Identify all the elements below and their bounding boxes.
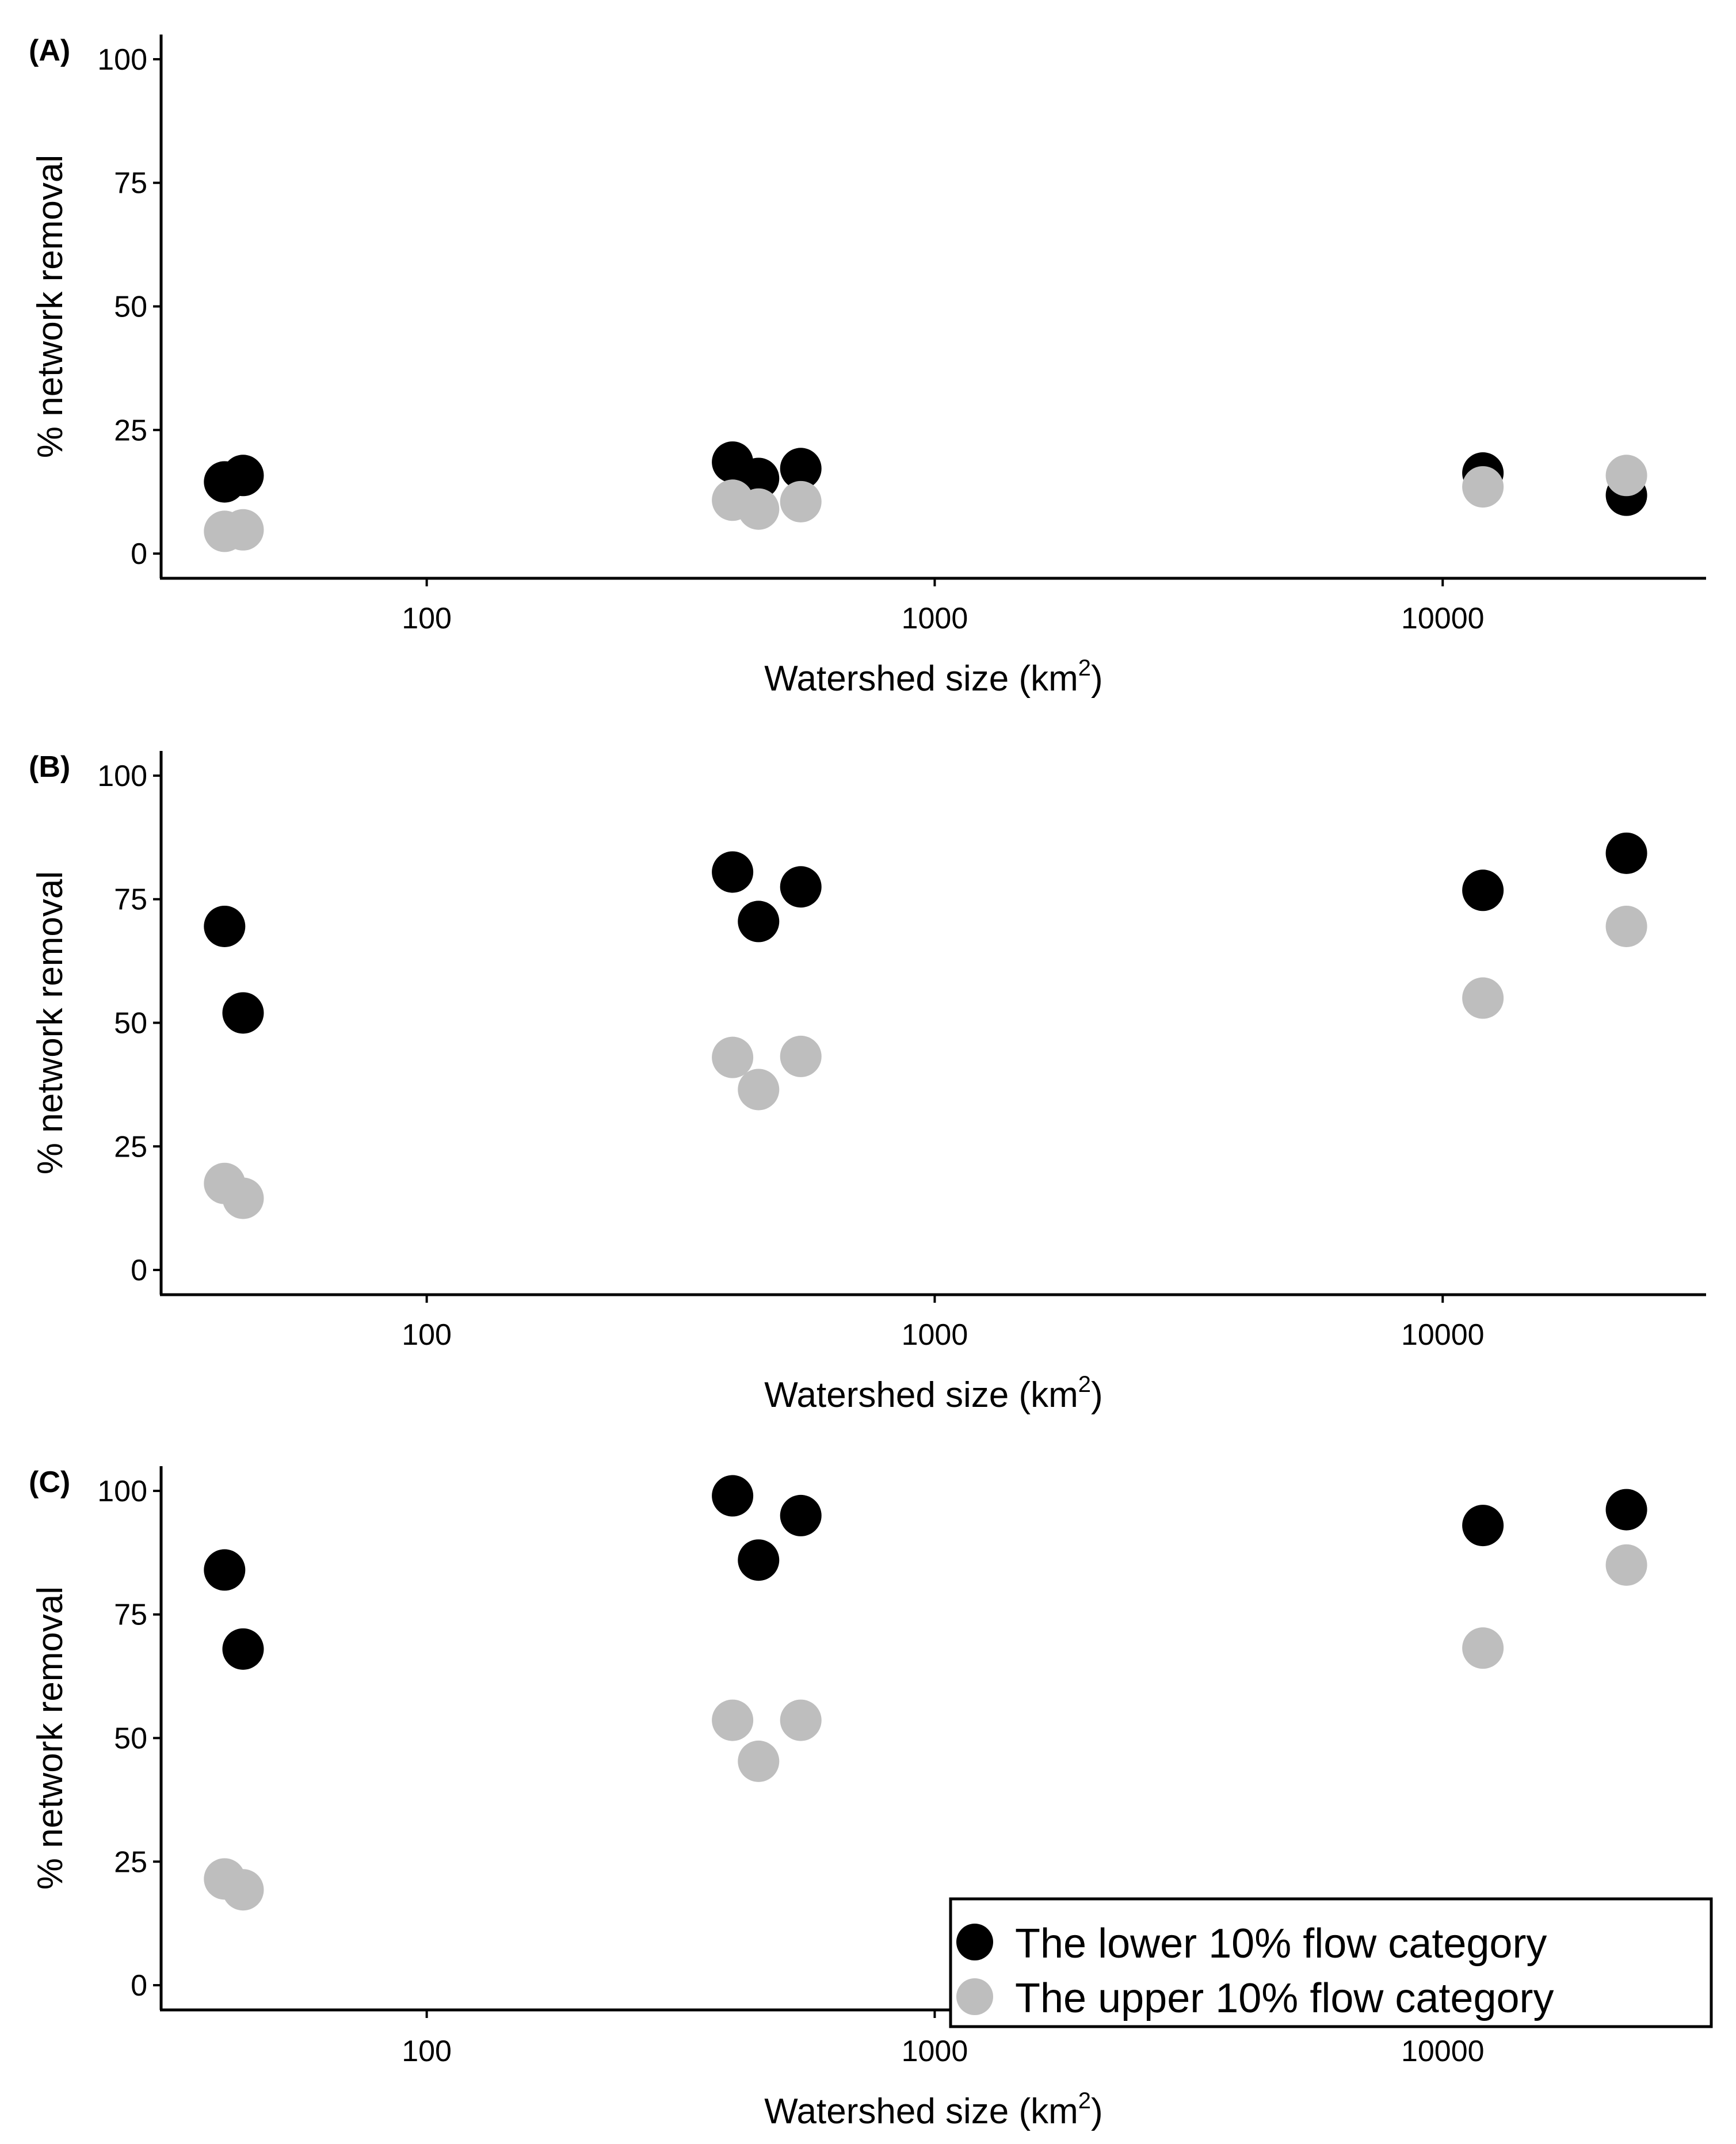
data-point-lower xyxy=(1605,1489,1647,1531)
x-axis-title: Watershed size (km2) xyxy=(764,2088,1102,2131)
y-tick-label: 75 xyxy=(114,1599,147,1632)
data-point-upper xyxy=(712,1036,754,1078)
x-tick-label: 100 xyxy=(402,2035,452,2068)
x-axis-title-superscript: 2 xyxy=(1078,1372,1091,1397)
panel-label: (C) xyxy=(29,1466,70,1499)
y-axis-title: % network removal xyxy=(30,1586,70,1890)
y-tick-label: 75 xyxy=(114,883,147,917)
data-point-lower xyxy=(712,851,754,893)
x-axis-title-close: ) xyxy=(1091,1375,1103,1415)
data-point-upper xyxy=(738,1069,780,1111)
legend: The lower 10% flow category The upper 10%… xyxy=(949,1897,1713,2028)
legend-label-upper: The upper 10% flow category xyxy=(1015,1975,1554,2021)
legend-box xyxy=(949,1897,1713,2028)
legend-marker-upper xyxy=(956,1978,993,2015)
x-axis-title-superscript: 2 xyxy=(1078,2088,1091,2114)
x-tick-label: 100 xyxy=(402,1318,452,1352)
x-axis-title-main: Watershed size (km xyxy=(764,659,1078,699)
chart-panel-2: 0 25 50 75 100 100 1000 10000 (B) % network remov… xyxy=(29,750,1706,1415)
data-point-lower xyxy=(222,1628,264,1670)
y-tick-label: 100 xyxy=(97,43,147,77)
y-tick-label: 25 xyxy=(114,1845,147,1879)
data-point-upper xyxy=(738,1740,780,1782)
y-tick-label: 0 xyxy=(131,537,147,571)
x-axis-title: Watershed size (km2) xyxy=(764,655,1102,699)
y-tick-label: 0 xyxy=(131,1969,147,2002)
x-tick-label: 1000 xyxy=(902,602,968,635)
x-axis-title-main: Watershed size (km xyxy=(764,2092,1078,2131)
data-point-lower xyxy=(780,1494,822,1536)
x-tick-label: 100 xyxy=(402,602,452,635)
panel-label: (A) xyxy=(29,34,70,67)
data-point-lower xyxy=(222,455,264,497)
y-tick-label: 50 xyxy=(114,1722,147,1756)
data-point-lower xyxy=(204,905,246,947)
y-tick-label: 75 xyxy=(114,167,147,200)
chart-panel-1: 0 25 50 75 100 100 1000 10000 (A) % network remov… xyxy=(29,34,1706,699)
data-point-lower xyxy=(1605,832,1647,874)
data-point-lower xyxy=(1462,1505,1504,1547)
data-point-upper xyxy=(1605,455,1647,497)
legend-label-lower: The lower 10% flow category xyxy=(1015,1921,1547,1967)
data-point-upper xyxy=(1462,977,1504,1019)
data-point-upper xyxy=(712,1699,754,1741)
data-point-upper xyxy=(1462,466,1504,508)
x-axis-title-close: ) xyxy=(1091,659,1103,699)
x-tick-label: 10000 xyxy=(1401,1318,1485,1352)
y-tick-label: 25 xyxy=(114,414,147,447)
data-point-lower xyxy=(738,901,780,943)
data-point-upper xyxy=(780,1699,822,1741)
chart-panel-3: 0 25 50 75 100 100 1000 10000 (C) % network remov… xyxy=(29,1466,1706,2131)
y-tick-label: 100 xyxy=(97,760,147,793)
data-point-upper xyxy=(738,488,780,530)
data-point-upper xyxy=(222,509,264,551)
panel-label: (B) xyxy=(29,750,70,784)
data-point-upper xyxy=(1605,905,1647,947)
y-tick-label: 50 xyxy=(114,291,147,324)
data-point-upper xyxy=(780,480,822,522)
x-axis-title-superscript: 2 xyxy=(1078,655,1091,681)
data-point-upper xyxy=(222,1869,264,1911)
y-axis-title: % network removal xyxy=(30,871,70,1174)
data-point-upper xyxy=(222,1177,264,1219)
data-point-lower xyxy=(1462,869,1504,911)
x-axis-title-close: ) xyxy=(1091,2092,1103,2131)
data-point-lower xyxy=(204,1549,246,1591)
y-tick-label: 100 xyxy=(97,1475,147,1508)
data-point-upper xyxy=(780,1035,822,1077)
data-point-lower xyxy=(780,448,822,490)
data-point-lower xyxy=(738,1539,780,1581)
data-point-lower xyxy=(712,1475,754,1517)
legend-marker-lower xyxy=(956,1924,993,1960)
x-axis-title-main: Watershed size (km xyxy=(764,1375,1078,1415)
data-point-lower xyxy=(222,992,264,1034)
x-tick-label: 1000 xyxy=(902,1318,968,1352)
y-tick-label: 0 xyxy=(131,1254,147,1287)
x-tick-label: 10000 xyxy=(1401,602,1485,635)
x-tick-label: 1000 xyxy=(902,2035,968,2068)
data-point-upper xyxy=(1605,1544,1647,1586)
y-axis-title: % network removal xyxy=(30,155,70,458)
x-tick-label: 10000 xyxy=(1401,2035,1485,2068)
data-point-upper xyxy=(1462,1627,1504,1669)
y-tick-label: 50 xyxy=(114,1007,147,1040)
y-tick-label: 25 xyxy=(114,1130,147,1163)
x-axis-title: Watershed size (km2) xyxy=(764,1372,1102,1415)
data-point-lower xyxy=(780,866,822,908)
